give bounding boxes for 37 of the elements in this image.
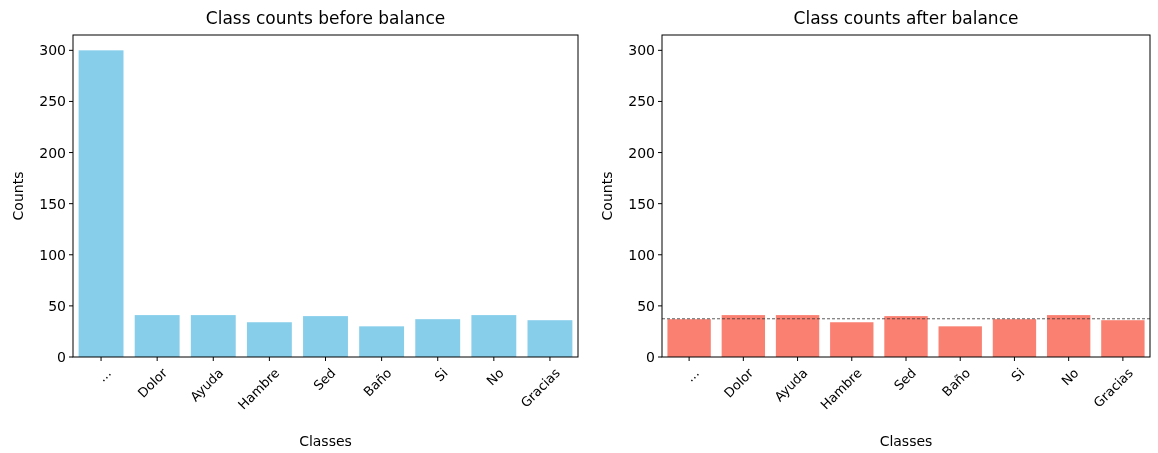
y-tick-label: 100 <box>628 246 655 263</box>
bar <box>527 320 573 357</box>
bar <box>359 326 405 357</box>
bar <box>78 50 124 357</box>
x-tick-label: Si <box>431 365 451 385</box>
chart-title: Class counts after balance <box>793 8 1019 28</box>
y-tick-label: 250 <box>628 93 655 110</box>
x-tick-label: No <box>483 365 507 389</box>
x-tick-label: Si <box>1008 365 1028 385</box>
y-tick-label: 50 <box>48 297 66 314</box>
chart-title: Class counts before balance <box>205 8 446 28</box>
bar <box>246 322 292 357</box>
x-tick-label: Sed <box>310 365 339 394</box>
y-axis-title: Counts <box>10 171 26 221</box>
x-tick-label: Sed <box>890 365 919 394</box>
x-tick-label: ... <box>682 365 703 385</box>
bar <box>471 315 517 357</box>
x-axis-title: Classes <box>879 433 933 449</box>
y-tick-label: 250 <box>39 93 66 110</box>
y-tick-label: 150 <box>628 195 655 212</box>
bar <box>303 316 348 357</box>
y-tick-label: 50 <box>637 297 655 314</box>
y-tick-label: 0 <box>646 349 655 365</box>
y-tick-label: 200 <box>628 144 655 161</box>
bar <box>134 315 180 357</box>
x-axis-title: Classes <box>299 433 352 449</box>
y-tick-label: 300 <box>39 42 66 59</box>
y-tick-label: 100 <box>39 246 66 263</box>
y-axis-title: Counts <box>599 171 615 221</box>
y-tick-label: 200 <box>39 144 66 161</box>
bar <box>190 315 236 357</box>
x-tick-label: No <box>1058 365 1082 389</box>
y-tick-label: 0 <box>57 349 66 365</box>
y-tick-label: 300 <box>628 42 655 59</box>
bar <box>415 319 461 357</box>
y-tick-label: 150 <box>39 195 66 212</box>
x-tick-label: ... <box>94 365 114 385</box>
